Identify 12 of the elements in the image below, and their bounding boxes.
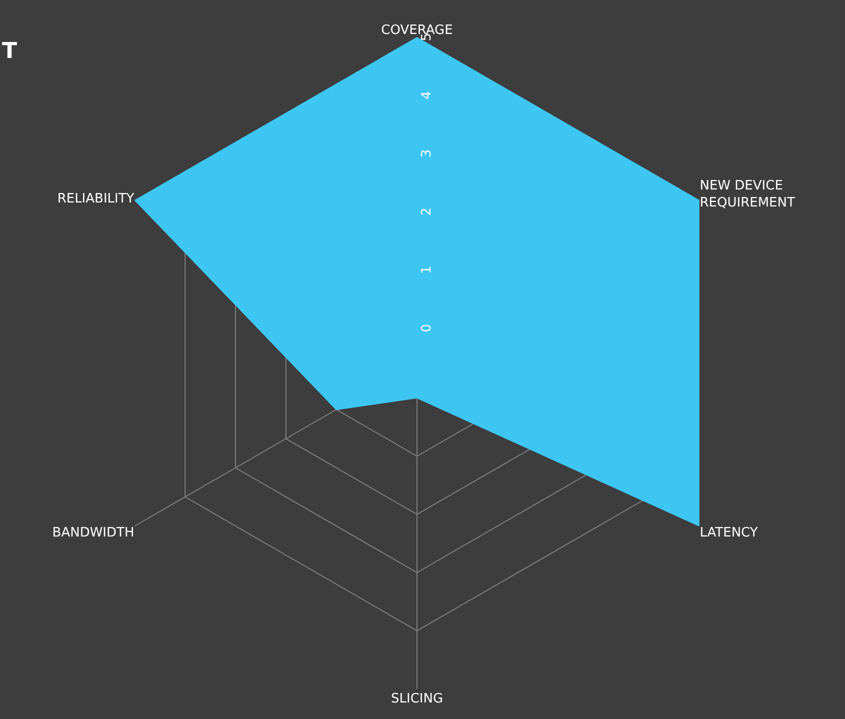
y-tick-label: 5 [420, 32, 434, 42]
text: T [2, 39, 18, 64]
spoke-label: BANDWIDTH [52, 526, 134, 541]
spoke-label: LATENCY [700, 526, 758, 541]
y-tick-label: 3 [420, 149, 434, 158]
spoke-label: RELIABILITY [57, 191, 134, 206]
spoke-label: NEW DEVICE REQUIREMENT [700, 178, 795, 211]
y-tick-label: 1 [420, 266, 434, 274]
spoke-label: SLICING [390, 692, 444, 706]
y-tick-label: 4 [420, 91, 434, 100]
y-tick-label: 0 [420, 324, 434, 332]
y-tick-label: 2 [420, 208, 434, 216]
